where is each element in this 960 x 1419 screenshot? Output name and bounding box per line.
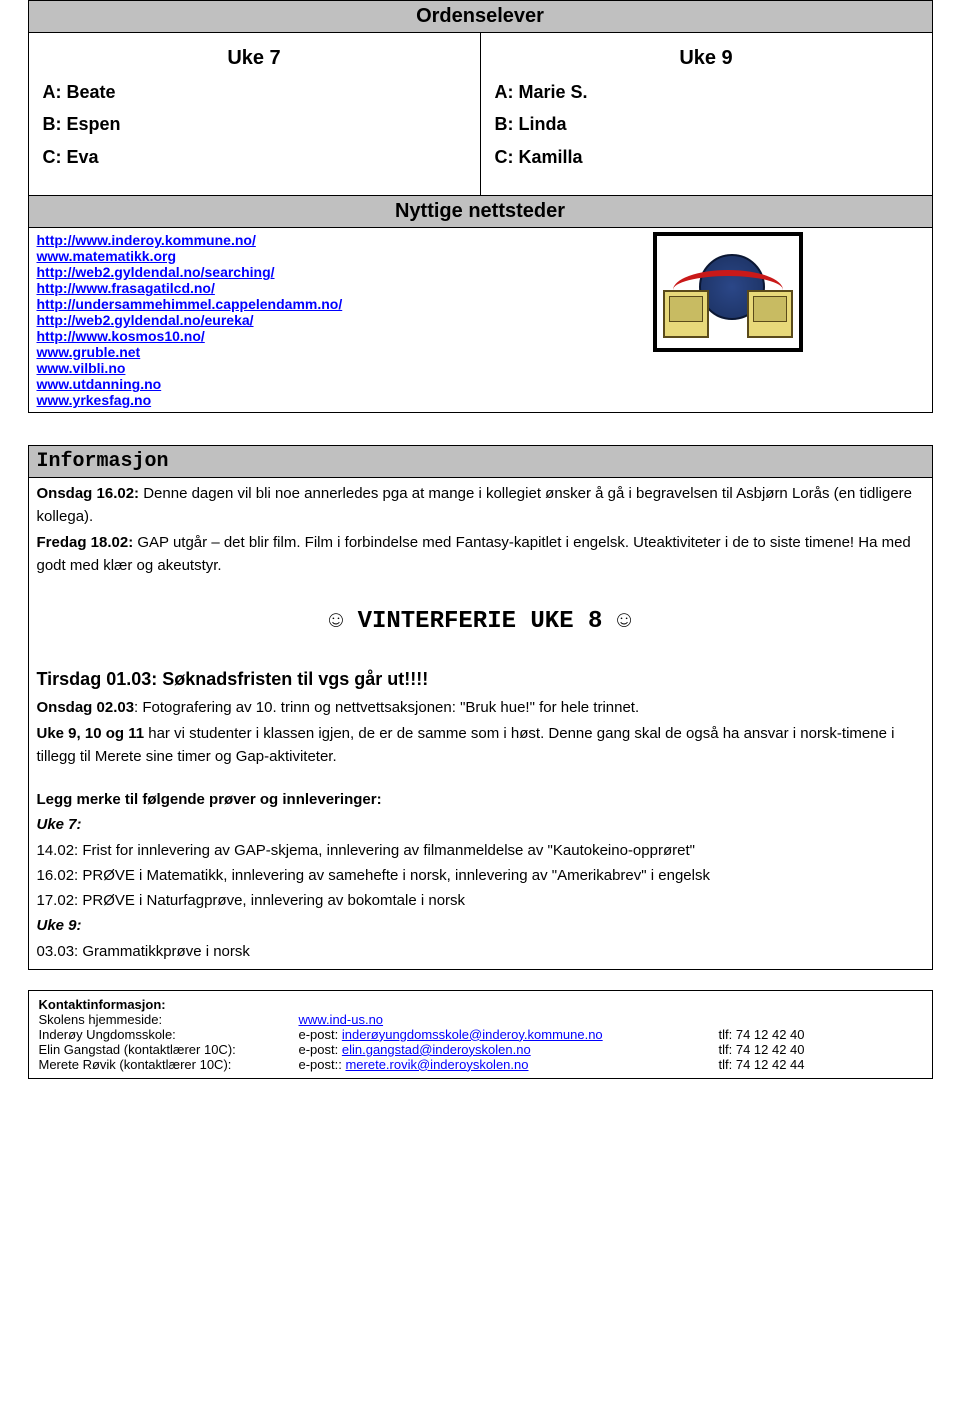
kontakt-email: e-post:: merete.rovik@inderoyskolen.no bbox=[299, 1057, 719, 1072]
computers-globe-icon bbox=[653, 232, 803, 352]
kontakt-link[interactable]: inderøyungdomsskole@inderoy.kommune.no bbox=[342, 1027, 603, 1042]
ordenselever-table: Ordenselever Uke 7 A: Beate B: Espen C: … bbox=[28, 0, 933, 196]
tirsdag-0103: Tirsdag 01.03: Søknadsfristen til vgs gå… bbox=[37, 666, 924, 694]
student-item: B: Espen bbox=[43, 108, 466, 140]
kontakt-phone bbox=[719, 1012, 879, 1027]
kontakt-title: Kontaktinformasjon: bbox=[39, 997, 922, 1012]
fredag-1802-text: GAP utgår – det blir film. Film i forbin… bbox=[37, 534, 911, 574]
kontakt-phone: tlf: 74 12 42 44 bbox=[719, 1057, 879, 1072]
week7-cell: Uke 7 A: Beate B: Espen C: Eva bbox=[28, 33, 480, 196]
link[interactable]: http://www.inderoy.kommune.no/ bbox=[37, 232, 518, 248]
kontakt-link[interactable]: elin.gangstad@inderoyskolen.no bbox=[342, 1042, 531, 1057]
prover-section: Legg merke til følgende prøver og innlev… bbox=[37, 788, 924, 963]
week9-cell: Uke 9 A: Marie S. B: Linda C: Kamilla bbox=[480, 33, 932, 196]
uke7-item: 16.02: PRØVE i Matematikk, innlevering a… bbox=[37, 864, 924, 887]
informasjon-table: Informasjon Onsdag 16.02: Denne dagen vi… bbox=[28, 445, 933, 970]
informasjon-body: Onsdag 16.02: Denne dagen vil bli noe an… bbox=[28, 478, 932, 970]
vinterferie-heading: ☺ VINTERFERIE UKE 8 ☺ bbox=[37, 603, 924, 640]
onsdag-1602-label: Onsdag 16.02: bbox=[37, 485, 140, 502]
link[interactable]: www.yrkesfag.no bbox=[37, 392, 518, 408]
informasjon-title: Informasjon bbox=[28, 446, 932, 478]
uke9-label: Uke 9: bbox=[37, 914, 924, 937]
kontakt-rows: Skolens hjemmeside:www.ind-us.noInderøy … bbox=[39, 1012, 922, 1072]
week7-heading: Uke 7 bbox=[43, 41, 466, 76]
ordenselever-title: Ordenselever bbox=[28, 1, 932, 33]
uke7-item: 17.02: PRØVE i Naturfagprøve, innleverin… bbox=[37, 889, 924, 912]
kontakt-email: e-post: elin.gangstad@inderoyskolen.no bbox=[299, 1042, 719, 1057]
kontakt-row: Inderøy Ungdomsskole:e-post: inderøyungd… bbox=[39, 1027, 922, 1042]
onsdag-0203-label: Onsdag 02.03 bbox=[37, 699, 135, 716]
kontakt-label: Skolens hjemmeside: bbox=[39, 1012, 299, 1027]
uke7-label: Uke 7: bbox=[37, 813, 924, 836]
student-item: C: Kamilla bbox=[495, 141, 918, 173]
link[interactable]: http://web2.gyldendal.no/searching/ bbox=[37, 264, 518, 280]
uke7-item: 14.02: Frist for innlevering av GAP-skje… bbox=[37, 839, 924, 862]
link[interactable]: http://undersammehimmel.cappelendamm.no/ bbox=[37, 296, 518, 312]
onsdag-0203-text: : Fotografering av 10. trinn og nettvett… bbox=[134, 699, 639, 716]
fredag-1802-label: Fredag 18.02: bbox=[37, 534, 134, 551]
week9-heading: Uke 9 bbox=[495, 41, 918, 76]
link[interactable]: http://web2.gyldendal.no/eureka/ bbox=[37, 312, 518, 328]
kontakt-link[interactable]: www.ind-us.no bbox=[299, 1012, 384, 1027]
kontakt-label: Merete Røvik (kontaktlærer 10C): bbox=[39, 1057, 299, 1072]
kontakt-row: Skolens hjemmeside:www.ind-us.no bbox=[39, 1012, 922, 1027]
link[interactable]: www.vilbli.no bbox=[37, 360, 518, 376]
nettsteder-table: Nyttige nettsteder http://www.inderoy.ko… bbox=[28, 195, 933, 413]
uke9-item: 03.03: Grammatikkprøve i norsk bbox=[37, 940, 924, 963]
link[interactable]: www.matematikk.org bbox=[37, 248, 518, 264]
legg-merke-heading: Legg merke til følgende prøver og innlev… bbox=[37, 788, 924, 811]
onsdag-1602-text: Denne dagen vil bli noe annerledes pga a… bbox=[37, 485, 913, 525]
student-item: A: Beate bbox=[43, 76, 466, 108]
links-cell: http://www.inderoy.kommune.no/ www.matem… bbox=[28, 228, 525, 413]
kontakt-row: Elin Gangstad (kontaktlærer 10C): e-post… bbox=[39, 1042, 922, 1057]
nettsteder-title: Nyttige nettsteder bbox=[28, 196, 932, 228]
link[interactable]: http://www.frasagatilcd.no/ bbox=[37, 280, 518, 296]
kontakt-phone: tlf: 74 12 42 40 bbox=[719, 1042, 879, 1057]
kontakt-link[interactable]: merete.rovik@inderoyskolen.no bbox=[345, 1057, 528, 1072]
kontakt-table: Kontaktinformasjon: Skolens hjemmeside:w… bbox=[28, 990, 933, 1079]
student-item: B: Linda bbox=[495, 108, 918, 140]
week9-students: A: Marie S. B: Linda C: Kamilla bbox=[495, 76, 918, 173]
link[interactable]: www.utdanning.no bbox=[37, 376, 518, 392]
kontakt-label: Inderøy Ungdomsskole: bbox=[39, 1027, 299, 1042]
uke9-10-11-text: har vi studenter i klassen igjen, de er … bbox=[37, 725, 895, 765]
kontakt-email: www.ind-us.no bbox=[299, 1012, 719, 1027]
week7-students: A: Beate B: Espen C: Eva bbox=[43, 76, 466, 173]
link[interactable]: www.gruble.net bbox=[37, 344, 518, 360]
kontakt-phone: tlf: 74 12 42 40 bbox=[719, 1027, 879, 1042]
image-cell bbox=[525, 228, 932, 413]
student-item: C: Eva bbox=[43, 141, 466, 173]
kontakt-email: e-post: inderøyungdomsskole@inderoy.komm… bbox=[299, 1027, 719, 1042]
kontakt-row: Merete Røvik (kontaktlærer 10C):e-post::… bbox=[39, 1057, 922, 1072]
link[interactable]: http://www.kosmos10.no/ bbox=[37, 328, 518, 344]
kontakt-label: Elin Gangstad (kontaktlærer 10C): bbox=[39, 1042, 299, 1057]
student-item: A: Marie S. bbox=[495, 76, 918, 108]
uke9-10-11-label: Uke 9, 10 og 11 bbox=[37, 725, 145, 742]
